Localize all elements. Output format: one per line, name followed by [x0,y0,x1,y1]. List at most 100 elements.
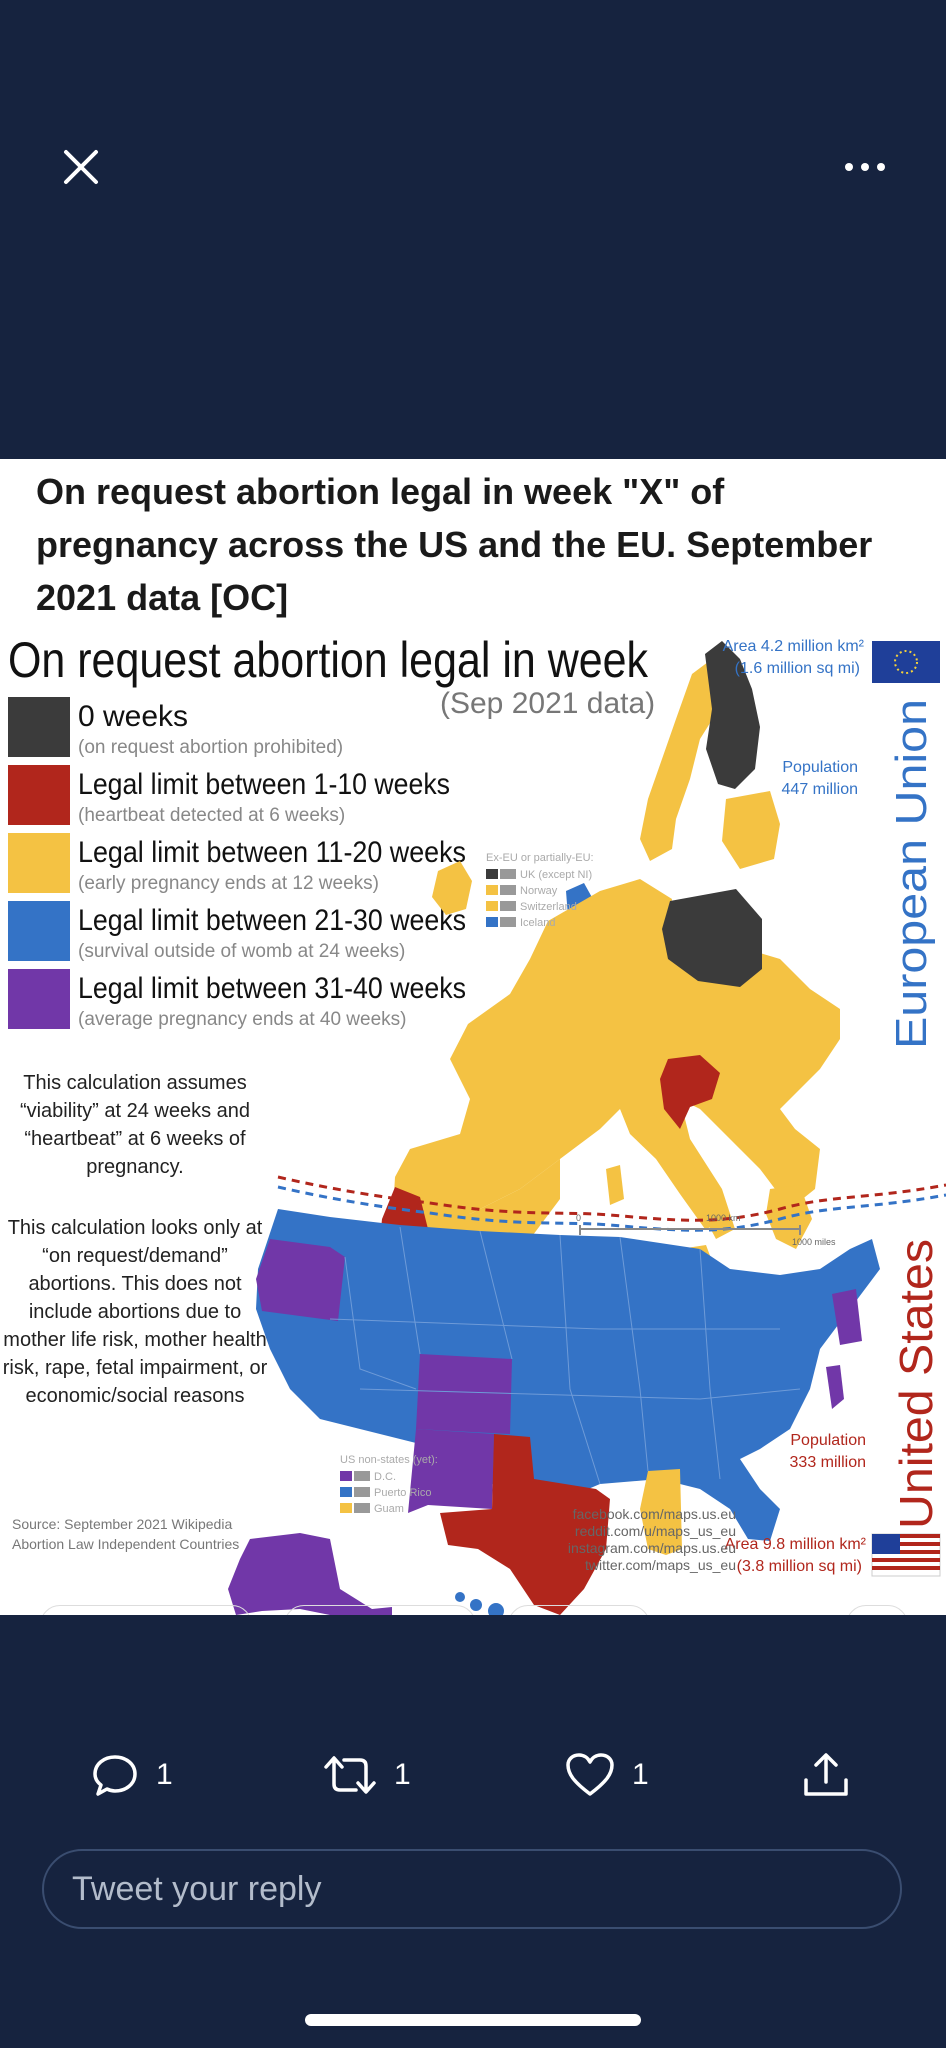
note2-line: mother life risk, mother health [3,1329,266,1351]
eu-region-scandinavia [640,659,728,861]
legend-swatch-2 [8,833,70,893]
legend-label-3: Legal limit between 21-30 weeks [78,904,466,937]
legend-note-0: (on request abortion prohibited) [78,737,343,758]
reply-icon [93,1755,137,1796]
us-state-colorado [416,1354,512,1434]
like-icon [566,1753,614,1796]
eu-population-line: 447 million [782,781,858,798]
us-label: United States [890,1239,942,1529]
scale-miles: 1000 miles [792,1237,836,1247]
retweet-button[interactable]: 1 [322,1740,411,1810]
source-note: Source: September 2021 Wikipedia Abortio… [12,1516,239,1552]
us-population-line: Population [790,1432,866,1449]
legend-note-3: (survival outside of womb at 24 weeks) [78,941,405,962]
us-state-new-jersey [826,1365,844,1409]
separator-line [277,1175,946,1222]
media-chip [846,1605,908,1615]
close-button[interactable] [56,142,106,192]
tweet-media[interactable]: On request abortion legal in week "X" of… [0,459,946,1615]
social-link: instagram.com/maps.us.eu [568,1540,736,1556]
reply-placeholder: Tweet your reply [72,1869,322,1908]
note1-line: “heartbeat” at 6 weeks of [24,1128,246,1150]
home-indicator[interactable] [305,2014,641,2026]
social-links: facebook.com/maps.us.eu reddit.com/u/map… [568,1506,736,1573]
us-non-states-title: US non-states (yet): [340,1454,438,1466]
more-options-button[interactable] [840,150,890,184]
legend-swatch-0 [8,697,70,757]
source-line: Source: September 2021 Wikipedia [12,1516,232,1532]
ex-eu-item: Switzerland [520,901,577,913]
eu-region-poland [662,889,762,987]
legend-swatch-3 [8,901,70,961]
us-state-new-mexico [408,1429,494,1513]
ex-eu-item: UK (except NI) [520,869,592,881]
us-state-alaska [228,1533,392,1615]
reply-input[interactable]: Tweet your reply [42,1849,902,1929]
us-state-hawaii [455,1592,465,1602]
retweet-icon [324,1756,376,1794]
us-non-states-item: Guam [374,1503,404,1515]
calculation-note-1: This calculation assumes “viability” at … [20,1072,250,1178]
tweet-caption: On request abortion legal in week "X" of… [36,471,873,618]
infographic-map: On request abortion legal in week (Sep 2… [3,632,946,1615]
ex-eu-swatch [486,901,498,911]
us-non-states-item: Puerto Rico [374,1487,431,1499]
social-link: facebook.com/maps.us.eu [573,1506,736,1522]
us-map [228,1209,880,1615]
legend: 0 weeks (on request abortion prohibited)… [8,697,466,1030]
note2-line: include abortions due to [29,1301,241,1323]
us-state-oregon [256,1239,345,1321]
legend-label-2: Legal limit between 11-20 weeks [78,836,466,869]
eu-flag-icon [872,641,940,683]
ex-eu-title: Ex-EU or partially-EU: [486,852,594,864]
ex-eu-swatch [486,917,498,927]
infographic-title: On request abortion legal in week [8,632,649,688]
legend-swatch-4 [8,969,70,1029]
us-flag-icon [871,1533,941,1577]
us-non-states-item: D.C. [374,1471,396,1483]
eu-region-croatia [660,1055,720,1129]
scale-km: 1000 km [706,1213,741,1223]
us-state-hawaii [488,1603,504,1615]
us-non-states-flag-dc [354,1471,370,1481]
social-link: twitter.com/maps_us_eu [585,1557,736,1573]
note2-line: This calculation looks only at [8,1217,263,1239]
us-non-states-legend: US non-states (yet): D.C. Puerto Rico Gu… [340,1454,438,1515]
like-button[interactable]: 1 [564,1740,649,1810]
us-region-main [256,1209,880,1541]
us-non-states-swatch [340,1503,352,1513]
reply-count: 1 [156,1758,173,1791]
top-bar [0,0,946,459]
us-non-states-flag-guam [354,1503,370,1513]
calculation-note-2: This calculation looks only at “on reque… [3,1217,268,1407]
us-population-line: 333 million [790,1454,866,1471]
us-state-borders [329,1226,801,1485]
infographic-subtitle: (Sep 2021 data) [440,687,655,720]
legend-swatch-1 [8,765,70,825]
us-stats: Population 333 million Area 9.8 million … [725,1432,867,1575]
note1-line: pregnancy. [86,1156,183,1178]
us-non-states-swatch [340,1487,352,1497]
share-icon [804,1753,848,1796]
ex-eu-flag-uk [500,869,516,879]
ex-eu-flag-switzerland [500,901,516,911]
legend-note-1: (heartbeat detected at 6 weeks) [78,805,345,826]
eu-population-line: Population [782,759,858,776]
eu-area-line: (1.6 million sq mi) [735,660,860,677]
media-chip-row [0,1599,946,1615]
source-line: Abortion Law Independent Countries [12,1536,239,1552]
eu-region-italy [620,1109,722,1229]
media-chip [40,1605,252,1615]
scale-zero: 0 [576,1213,581,1223]
note2-line: risk, rape, fetal impairment, or [3,1357,268,1379]
us-area-line: Area 9.8 million km² [725,1536,867,1553]
ex-eu-flag-norway [500,885,516,895]
reply-button[interactable]: 1 [90,1740,173,1810]
share-button[interactable] [800,1740,852,1810]
social-link: reddit.com/u/maps_us_eu [575,1523,736,1539]
more-icon [845,163,885,171]
separator-line [277,1185,946,1232]
media-chip [508,1605,650,1615]
us-non-states-swatch [340,1471,352,1481]
scale-bar: 0 1000 km 1000 miles [576,1213,836,1247]
